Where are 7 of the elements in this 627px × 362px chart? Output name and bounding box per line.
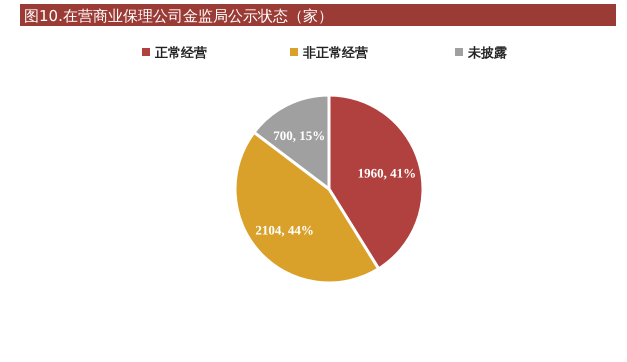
- legend-label: 正常经营: [154, 45, 207, 61]
- legend-label: 未披露: [467, 46, 507, 61]
- legend-label: 非正常经营: [302, 45, 368, 61]
- data-label: 700, 15%: [273, 128, 326, 144]
- chart-title: 图10.在营商业保理公司金监局公示状态（家）: [24, 7, 333, 25]
- data-label: 2104, 44%: [255, 222, 314, 238]
- data-label: 1960, 41%: [358, 165, 416, 180]
